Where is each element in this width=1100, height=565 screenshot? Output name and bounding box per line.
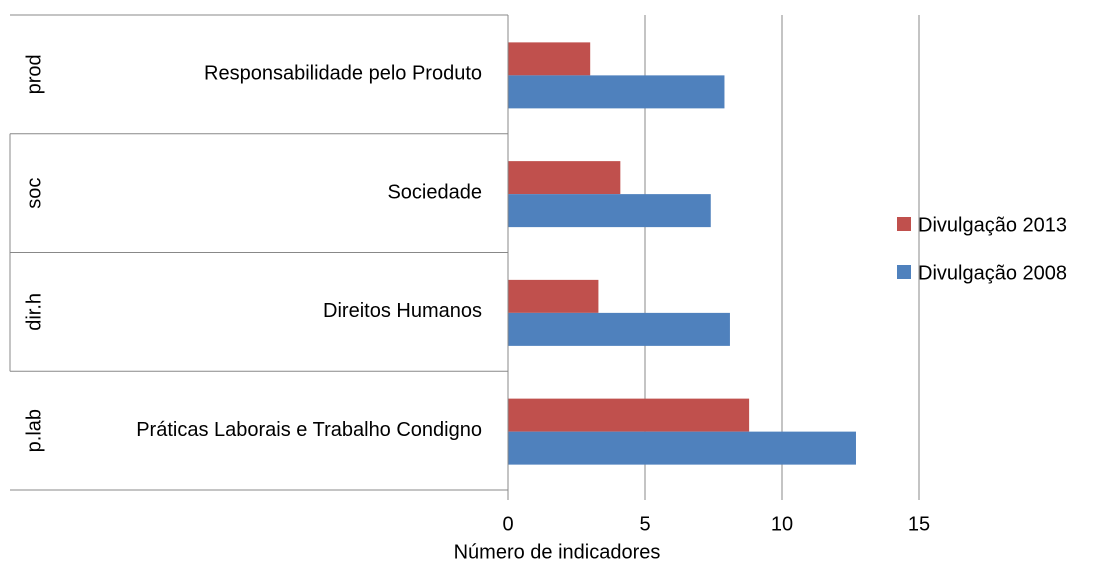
category-label: Responsabilidade pelo Produto xyxy=(204,63,482,85)
bar xyxy=(508,42,591,76)
group-label: dir.h xyxy=(23,293,45,331)
bar xyxy=(508,194,711,228)
bar xyxy=(508,75,725,109)
bar xyxy=(508,398,750,432)
bar xyxy=(508,312,730,346)
group-label: p.lab xyxy=(23,409,45,452)
legend-label: Divulgação 2008 xyxy=(918,262,1067,284)
group-label: prod xyxy=(23,54,45,94)
category-label: Sociedade xyxy=(387,181,482,203)
bar xyxy=(508,161,621,195)
x-axis-title: Número de indicadores xyxy=(454,541,661,563)
bar xyxy=(508,431,856,465)
legend-swatch xyxy=(897,217,911,231)
x-tick-label: 0 xyxy=(502,513,513,535)
legend-label: Divulgação 2013 xyxy=(918,214,1067,236)
bar xyxy=(508,279,599,313)
x-tick-label: 10 xyxy=(771,513,793,535)
x-tick-label: 15 xyxy=(908,513,930,535)
category-label: Direitos Humanos xyxy=(323,300,482,322)
x-tick-label: 5 xyxy=(639,513,650,535)
legend-swatch xyxy=(897,265,911,279)
group-label: soc xyxy=(23,178,45,209)
category-label: Práticas Laborais e Trabalho Condigno xyxy=(136,419,482,441)
